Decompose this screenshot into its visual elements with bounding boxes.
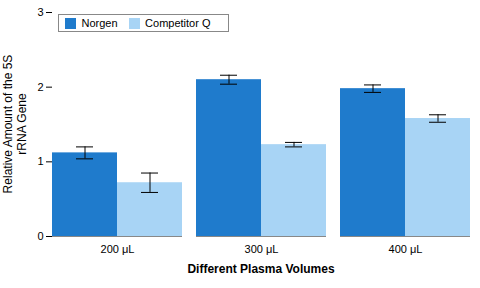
html-text:Different Plasma Volumes: Different Plasma Volumes — [187, 262, 335, 276]
svg-text:2: 2 — [37, 81, 43, 93]
html-text:Relative Amount of the 5S rRNA: Relative Amount of the 5S rRNA Gene — [0, 54, 29, 194]
svg-text:200 μL: 200 μL — [101, 243, 135, 255]
svg-text:400 μL: 400 μL — [389, 243, 423, 255]
svg-text:300 μL: 300 μL — [245, 243, 279, 255]
svg-text:1: 1 — [37, 155, 43, 167]
html-text:Competitor Q: Competitor Q — [145, 17, 211, 29]
html-text:Norgen: Norgen — [81, 17, 118, 29]
svg-text:3: 3 — [37, 6, 43, 18]
svg-text:0: 0 — [37, 230, 43, 242]
